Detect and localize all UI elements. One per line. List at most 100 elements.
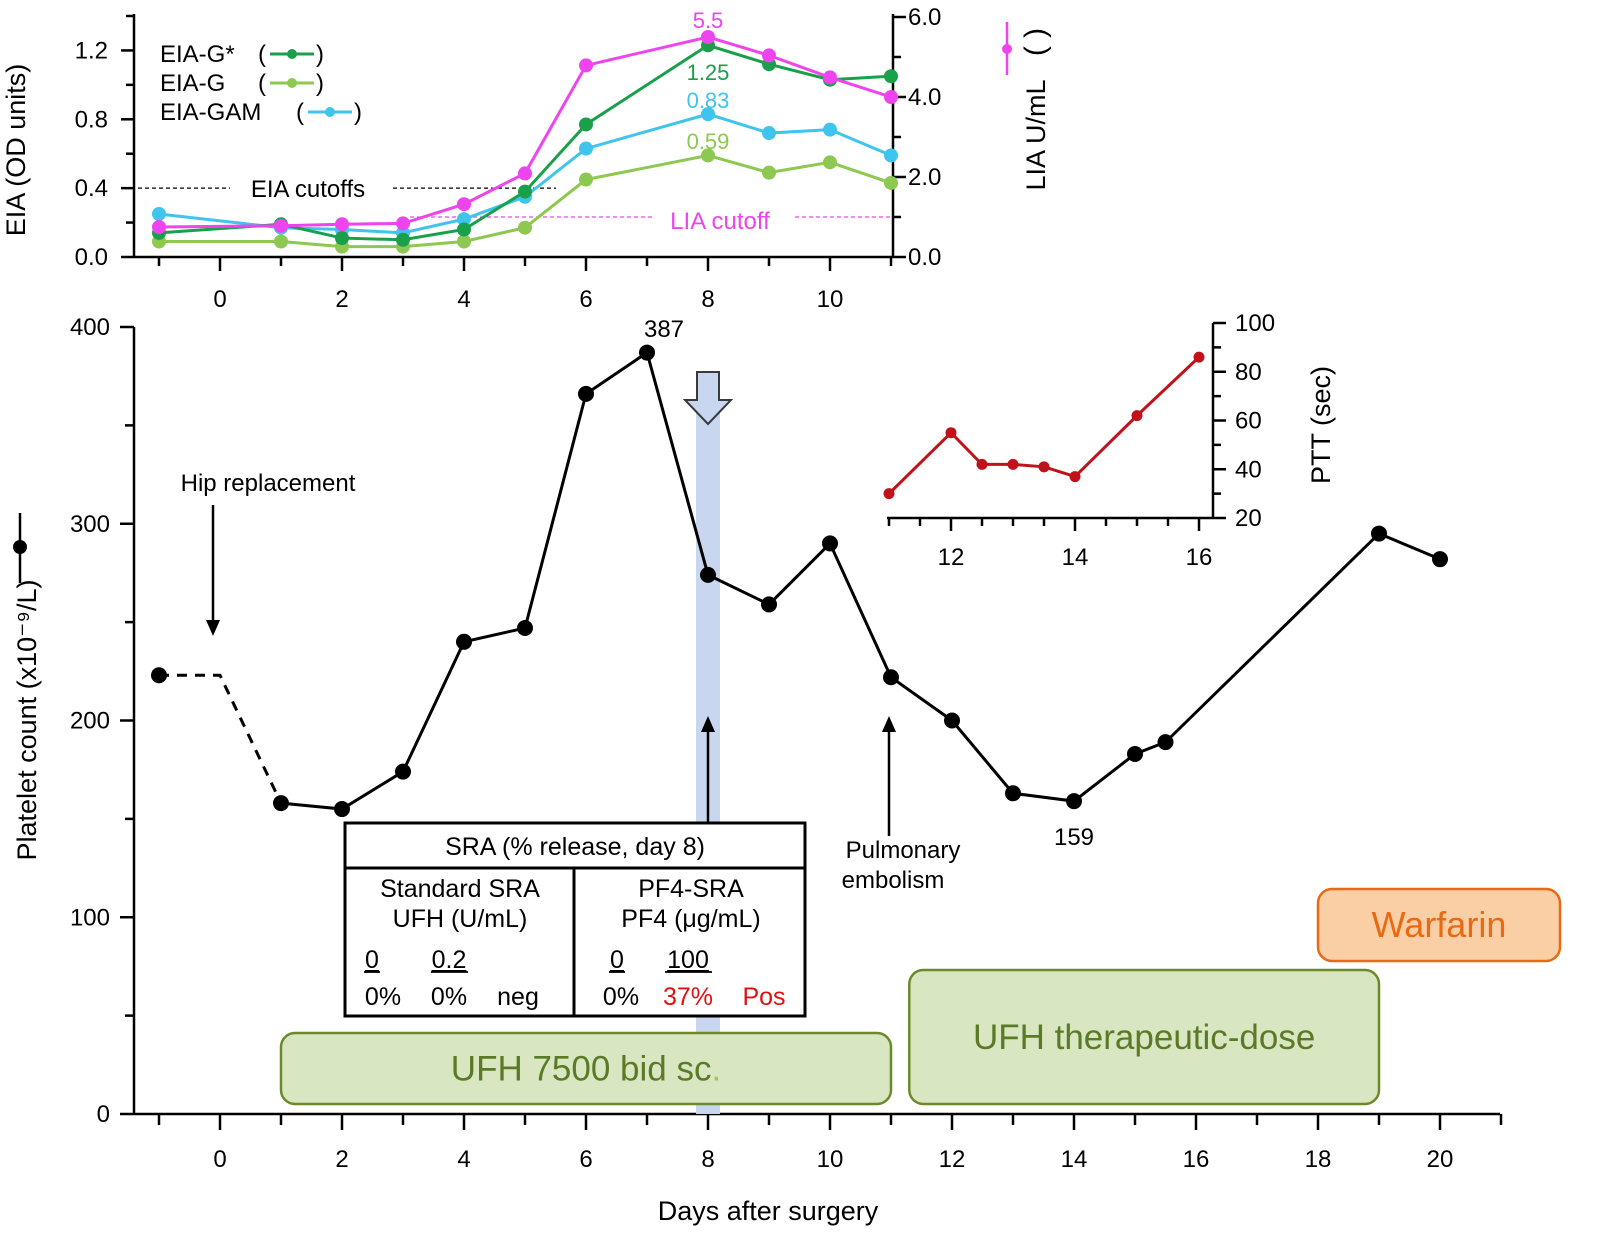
platelet-point — [700, 566, 716, 583]
lia-legend-marker — [1002, 44, 1012, 54]
x-tick-label: 6 — [579, 286, 592, 313]
right-tick-label: 2.0 — [908, 164, 941, 191]
pe-label-line2: embolism — [842, 867, 945, 894]
y-axis-title: Platelet count (x10⁻⁹/L) — [12, 580, 42, 861]
x-tick-label: 20 — [1427, 1146, 1454, 1173]
x-tick-label: 2 — [335, 286, 348, 313]
left-tick-label: 0.0 — [75, 244, 108, 271]
series-point-eia_g_star — [396, 232, 410, 247]
x-tick-label: 2 — [335, 1146, 348, 1173]
annotations-layer: 387 159 Hip replacement Pulmonary embolism SR… — [181, 316, 1094, 1018]
series-point-lia — [823, 70, 837, 85]
ptt-point — [1131, 410, 1143, 422]
series-point-eia_g_star — [457, 222, 471, 237]
platelet-point — [639, 344, 655, 361]
y-tick-label: 200 — [70, 708, 110, 735]
sra-left-conc: 0.2 — [432, 946, 467, 974]
sra-right-conc: 0 — [610, 946, 624, 974]
platelet-point — [944, 712, 960, 729]
ufh-bar — [279, 1031, 893, 1106]
warfarin-label: Warfarin — [1372, 904, 1507, 945]
left-axis-title: EIA (OD units) — [1, 64, 31, 237]
series-point-eia_g_star — [579, 117, 593, 132]
legend-label: EIA-G* — [160, 41, 235, 68]
sra-left-verdict: neg — [497, 983, 539, 1011]
sra-left-result: 0% — [431, 983, 467, 1011]
right-axis-paren: ( ) — [1019, 28, 1052, 56]
ptt-point — [1193, 351, 1205, 363]
eia-lia-chart: 0.0 0.4 0.8 1.2 0.0 2.0 4.0 6.0 0 2 4 6 8 10 EIA (OD u… — [1, 4, 1052, 313]
series-point-eia_gam — [457, 212, 471, 227]
platelet-point — [395, 763, 411, 780]
value-label: 0.59 — [687, 129, 730, 154]
x-tick-label: 10 — [817, 1146, 844, 1173]
platelet-point — [1005, 785, 1021, 802]
pe-label-line1: Pulmonary — [846, 837, 961, 864]
peak-label: 387 — [644, 316, 684, 343]
series-point-lia — [701, 30, 715, 44]
series-point-eia_gam — [579, 141, 593, 156]
eia-cutoff-label: EIA cutoffs — [251, 176, 365, 203]
series-point-eia_gam — [762, 126, 776, 141]
ptt-point — [945, 427, 957, 439]
day-8-marker-arrow — [682, 371, 734, 426]
platelet-legend-marker — [13, 540, 27, 554]
left-tick-label: 0.4 — [75, 175, 108, 202]
legend-label: EIA-G — [160, 70, 225, 97]
platelet-point — [822, 535, 838, 552]
sra-left-result: 0% — [365, 983, 401, 1011]
ptt-point — [1069, 471, 1081, 483]
ptt-line — [887, 356, 1201, 495]
hip-arrow-head — [206, 620, 220, 636]
series-point-lia — [762, 48, 776, 63]
x-tick-label: 4 — [457, 1146, 470, 1173]
series-point-eia_g — [884, 175, 898, 190]
legend-paren-close: ) — [316, 70, 324, 97]
legend-paren-close: ) — [354, 99, 362, 126]
platelet-point — [273, 795, 289, 812]
series-point-eia_gam — [823, 122, 837, 137]
y-tick-label: 0 — [97, 1101, 110, 1128]
platelet-dashed-line — [159, 673, 283, 804]
ptt-point — [1007, 458, 1019, 470]
ptt-y-tick-label: 60 — [1235, 408, 1262, 435]
series-point-lia — [274, 218, 288, 233]
ptt-point — [976, 458, 988, 470]
sra-right-subheader: PF4 (μg/mL) — [621, 905, 760, 933]
right-tick-label: 4.0 — [908, 84, 941, 111]
ptt-x-tick-label: 16 — [1186, 544, 1213, 571]
platelet-line — [280, 350, 1441, 811]
series-point-eia_g_star — [884, 69, 898, 84]
sra-right-conc: 100 — [667, 946, 709, 974]
series-point-eia_g — [457, 234, 471, 249]
x-tick-label: 4 — [457, 286, 470, 313]
series-point-lia — [396, 216, 410, 231]
series-point-eia_g — [518, 220, 532, 235]
ufh-label-suffix: . — [711, 1050, 721, 1089]
ufh-label: UFH 7500 bid sc. — [451, 1050, 721, 1089]
ptt-x-tick-label: 14 — [1062, 544, 1089, 571]
platelet-point — [517, 620, 533, 637]
series-point-lia — [518, 166, 532, 181]
ptt-axis-title: PTT (sec) — [1306, 366, 1336, 484]
sra-right-result: 0% — [603, 983, 639, 1011]
x-tick-label: 12 — [939, 1146, 966, 1173]
series-point-eia_g — [762, 165, 776, 180]
x-tick-label: 0 — [213, 286, 226, 313]
sra-right-verdict: Pos — [742, 983, 785, 1011]
ufh-label: UFH therapeutic-dose — [973, 1018, 1315, 1057]
legend-paren-open: ( — [296, 99, 304, 126]
x-tick-label: 8 — [701, 286, 714, 313]
x-tick-label: 16 — [1183, 1146, 1210, 1173]
series-point-eia_g — [823, 155, 837, 170]
pe-arrow-head — [882, 716, 896, 732]
sra-left-conc: 0 — [365, 946, 379, 974]
value-label: 1.25 — [687, 60, 730, 85]
platelet-point — [1066, 793, 1082, 810]
series-point-eia_g — [579, 172, 593, 187]
hip-replacement-label: Hip replacement — [181, 470, 356, 497]
series-point-eia_g — [274, 234, 288, 249]
platelet-point — [761, 596, 777, 613]
series-point-eia_gam — [152, 206, 166, 221]
